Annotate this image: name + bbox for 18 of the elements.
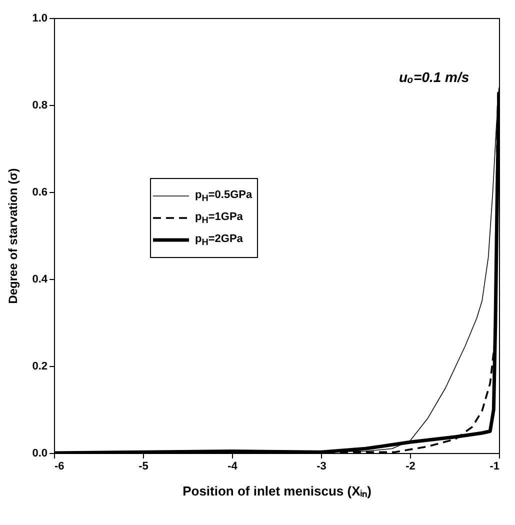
legend-label: p$_{H}$=2GPa xyxy=(195,232,243,248)
y-tick-label: 0.2 xyxy=(32,360,48,372)
y-tick-label: 1.0 xyxy=(32,12,48,24)
x-tick-label: -1 xyxy=(490,460,500,472)
x-tick-label: -2 xyxy=(406,460,416,472)
y-tick-label: 0.0 xyxy=(32,448,48,460)
x-tick-label: -5 xyxy=(138,460,148,472)
y-tick-label: 0.6 xyxy=(32,186,48,198)
y-tick-label: 0.8 xyxy=(32,100,48,112)
x-tick-label: -4 xyxy=(228,460,238,472)
x-tick-label: -3 xyxy=(316,460,326,472)
y-axis-title: Degree of starvation (σ) xyxy=(6,168,20,304)
legend-label: p$_{H}$=0.5GPa xyxy=(195,188,252,204)
legend-label: p$_{H}$=1GPa xyxy=(195,210,243,226)
y-tick-label: 0.4 xyxy=(32,274,48,286)
x-axis-title: Position of inlet meniscus (Xᵢₙ) xyxy=(182,484,372,498)
annotation: uₒ=0.1 m/s xyxy=(399,69,470,85)
x-tick-label: -6 xyxy=(54,460,64,472)
